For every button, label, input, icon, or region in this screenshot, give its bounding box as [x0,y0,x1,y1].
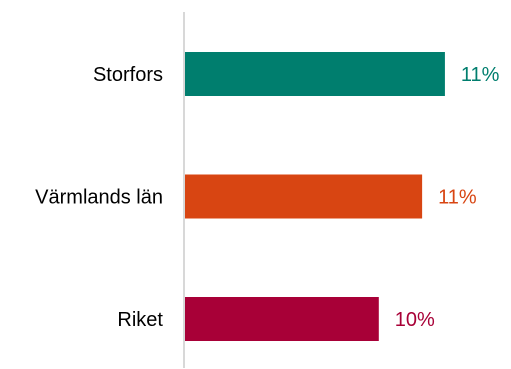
category-label-0: Storfors [93,64,163,86]
data-label-0: 11% [461,64,500,86]
bar-0 [185,52,445,96]
bars-group: Storfors 11% Värmlands län 11% Riket 10% [35,52,500,341]
category-label-2: Riket [117,309,163,331]
data-label-1: 11% [438,187,477,209]
bar-2 [185,297,379,341]
category-label-1: Värmlands län [35,187,163,209]
data-label-2: 10% [395,309,435,331]
bar-1 [185,174,423,219]
